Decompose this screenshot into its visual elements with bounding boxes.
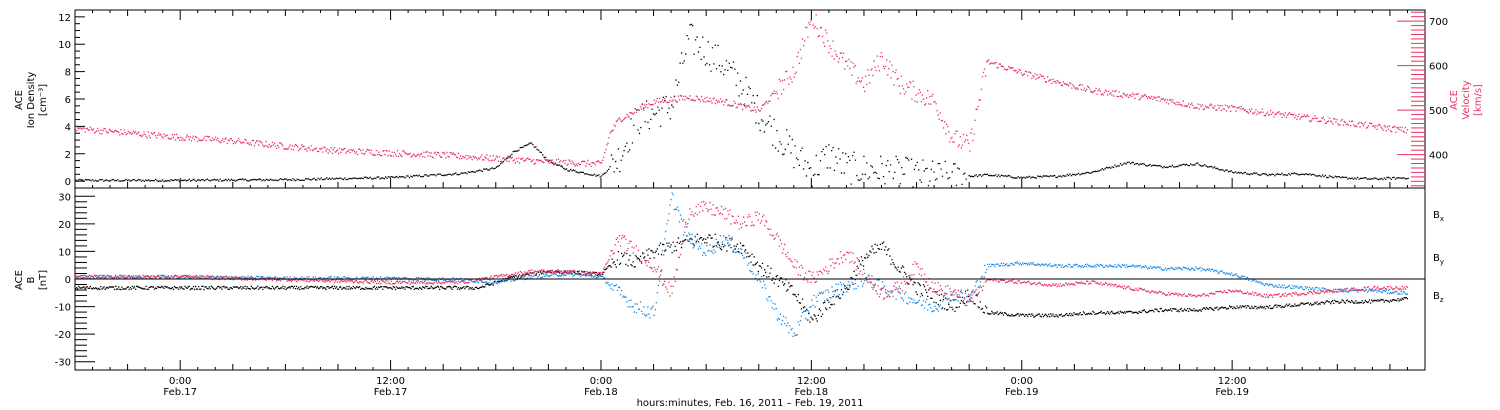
top-left-tick-label: 12 — [58, 13, 71, 24]
top-left-tick-label: 4 — [65, 122, 71, 133]
bottom-left-tick-label: -10 — [55, 303, 71, 314]
top-right-ylabel-line2: Velocity — [1461, 80, 1472, 119]
x-tick-date: Feb.17 — [374, 387, 408, 398]
top-panel-frame — [74, 9, 1426, 189]
top-right-ylabel-line3: [km/s] — [1473, 84, 1484, 116]
by-point — [75, 192, 1409, 337]
top-left-tick-label: 2 — [65, 150, 71, 161]
bottom-left-axis: -30 -20 -10 0 10 20 30 — [55, 192, 95, 369]
legend-bz: Bz — [1433, 291, 1444, 304]
bottom-left-ylabel-line1: ACE — [14, 270, 25, 290]
top-right-tick-label: 700 — [1429, 17, 1448, 28]
bottom-left-ylabel-line3: [nT] — [38, 270, 49, 290]
x-tick-time: 0:00 — [590, 376, 612, 387]
x-tick-date: Feb.18 — [584, 387, 618, 398]
density-point — [75, 23, 1409, 188]
top-right-axis: 400 500 600 700 — [1397, 11, 1448, 187]
legend-bx: Bx — [1433, 210, 1444, 223]
x-tick-time: 12:00 — [376, 376, 405, 387]
top-left-tick-label: 0 — [65, 177, 71, 188]
x-tick-time: 0:00 — [169, 376, 191, 387]
velocity-series — [75, 14, 1409, 168]
top-left-tick-label: 8 — [65, 68, 71, 79]
x-tick-time: 12:00 — [1218, 376, 1247, 387]
bottom-left-tick-label: 20 — [58, 220, 71, 231]
top-left-ylabel-line2: Ion Density — [26, 72, 37, 129]
x-tick-time: 12:00 — [797, 376, 826, 387]
top-right-ylabel-line1: ACE — [1449, 90, 1460, 110]
top-left-tick-label: 6 — [65, 95, 71, 106]
top-right-tick-label: 600 — [1429, 62, 1448, 73]
bottom-left-tick-label: 30 — [58, 192, 71, 203]
x-tick-date: Feb.17 — [163, 387, 197, 398]
top-left-axis: 0 2 4 6 8 10 12 — [58, 13, 85, 188]
bottom-left-tick-label: 0 — [65, 275, 71, 286]
magnetic-field-series — [75, 192, 1409, 337]
top-right-tick-label: 400 — [1429, 151, 1448, 162]
legend-by: By — [1433, 253, 1444, 266]
x-axis-title: hours:minutes, Feb. 16, 2011 – Feb. 19, … — [637, 398, 864, 409]
bottom-legend: Bx By Bz — [1433, 210, 1444, 304]
x-axis: 0:00Feb.1712:00Feb.170:00Feb.1812:00Feb.… — [74, 10, 1426, 398]
top-left-ylabel-line3: [cm⁻³] — [38, 84, 49, 116]
bottom-left-tick-label: 10 — [58, 247, 71, 258]
top-left-ylabel-line1: ACE — [14, 90, 25, 110]
bottom-left-tick-label: -20 — [55, 330, 71, 341]
top-left-tick-label: 10 — [58, 40, 71, 51]
bottom-left-tick-label: -30 — [55, 358, 71, 369]
velocity-point — [75, 14, 1409, 168]
bottom-left-ylabel-line2: B — [26, 276, 37, 283]
x-tick-time: 0:00 — [1011, 376, 1033, 387]
density-series — [75, 23, 1409, 188]
x-tick-date: Feb.19 — [1005, 387, 1039, 398]
top-right-tick-label: 500 — [1429, 106, 1448, 117]
x-tick-date: Feb.18 — [795, 387, 829, 398]
x-tick-date: Feb.19 — [1215, 387, 1249, 398]
